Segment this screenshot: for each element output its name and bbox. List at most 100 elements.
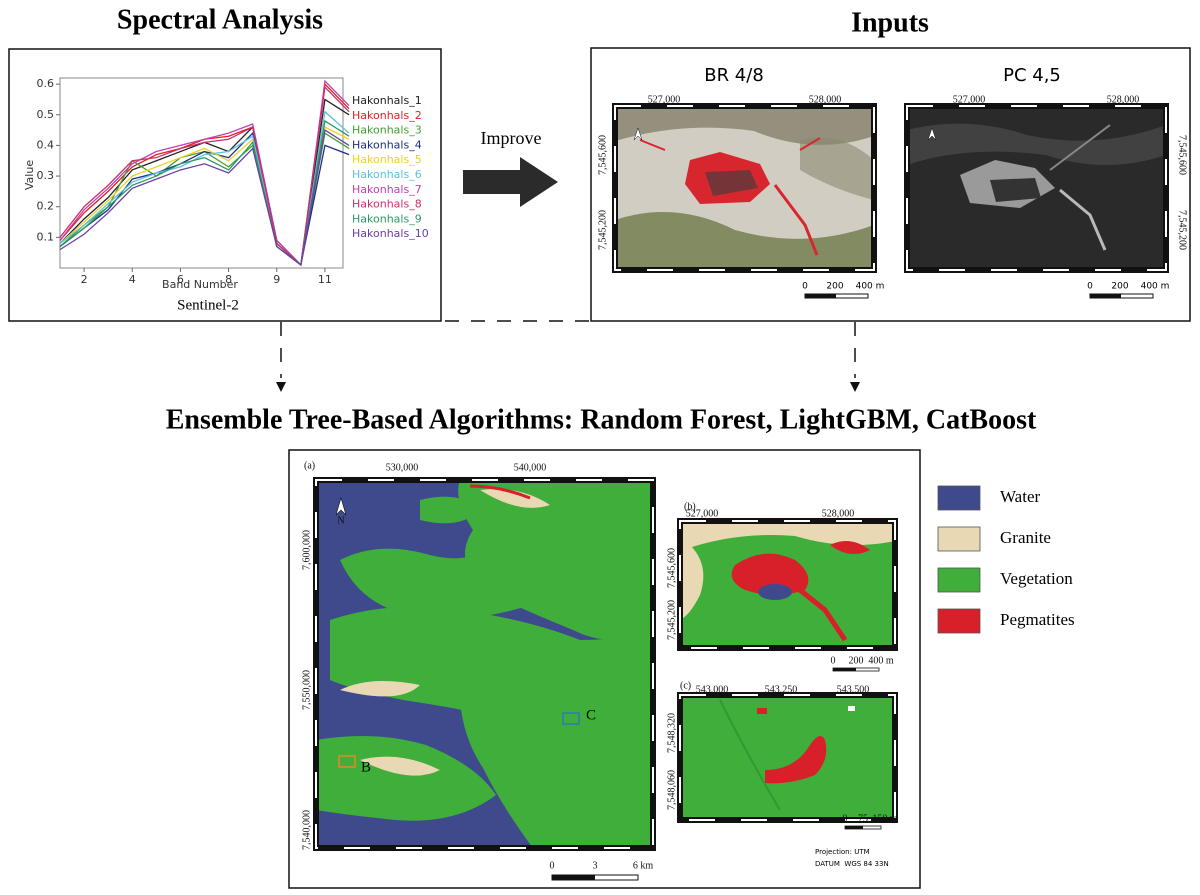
- y-tick-label: 7,548,060: [666, 770, 677, 810]
- x-tick-label: 528,000: [822, 508, 855, 519]
- x-tick-label: 543,250: [765, 684, 798, 695]
- scale-label: 200: [849, 655, 864, 666]
- legend-label: Hakonhals_4: [352, 138, 422, 151]
- map-label: (b): [684, 501, 696, 512]
- legend-label: Water: [1000, 487, 1040, 506]
- x-tick-label: 6: [177, 273, 184, 286]
- legend-label: Hakonhals_9: [352, 212, 422, 225]
- y-tick-label: 0.1: [37, 230, 55, 243]
- legend: Water Granite Vegetation Pegmatites: [937, 485, 1075, 634]
- legend-label: Hakonhals_2: [352, 109, 422, 122]
- scale-label: 0: [550, 860, 555, 871]
- x-tick-label: 528,000: [1107, 94, 1140, 105]
- scale-label: 0: [843, 813, 848, 824]
- inset-box: [562, 712, 580, 725]
- map-label: (a): [304, 460, 315, 471]
- y-tick-label: 0.6: [37, 77, 55, 90]
- caption: Sentinel-2: [177, 297, 239, 313]
- connector: [280, 320, 856, 378]
- x-tick-label: 2: [81, 273, 88, 286]
- datum: DATUM WGS 84 33N: [815, 860, 889, 868]
- y-tick-label: 0.4: [37, 138, 55, 151]
- scale-bar: [805, 294, 836, 298]
- legend-label: Hakonhals_10: [352, 227, 429, 240]
- legend-swatch: [937, 526, 981, 552]
- legend-label: Hakonhals_8: [352, 198, 422, 211]
- scale-label: 200: [1111, 282, 1128, 292]
- y-tick-label: 7,600,000: [301, 530, 312, 570]
- legend-swatch: [937, 567, 981, 593]
- arrow-label: Improve: [481, 128, 542, 148]
- map-title: BR 4/8: [704, 65, 764, 86]
- north-arrow: [633, 127, 643, 141]
- scale-label: 6 km: [633, 860, 654, 871]
- y-tick-label: 7,545,200: [597, 210, 608, 250]
- x-tick-label: 543,500: [837, 684, 870, 695]
- y-tick-label: 7,548,320: [666, 713, 677, 753]
- legend-label: Hakonhals_5: [352, 153, 422, 166]
- y-tick-label: 7,545,200: [666, 600, 677, 640]
- x-axis-label: Band Number: [162, 278, 238, 291]
- x-tick-label: 8: [225, 273, 232, 286]
- x-tick-label: 527,000: [648, 94, 681, 105]
- arrowhead: [850, 382, 860, 392]
- y-tick-label: 7,545,600: [666, 548, 677, 588]
- y-axis-label: Value: [23, 160, 36, 190]
- classified-map: [316, 480, 653, 848]
- inset-marker: B: [361, 759, 371, 775]
- legend-swatch: [937, 485, 981, 511]
- x-tick-label: 528,000: [809, 94, 842, 105]
- x-tick-label: 527,000: [953, 94, 986, 105]
- classified-map: [680, 695, 895, 820]
- y-tick-label: 7,550,000: [301, 670, 312, 710]
- y-tick-label: 0.3: [37, 169, 55, 182]
- map-frame: [315, 479, 654, 849]
- scale-label: 400 m: [1141, 282, 1170, 292]
- scale-bar: [1090, 294, 1121, 298]
- x-tick-label: 540,000: [514, 462, 547, 473]
- scale-bar: [845, 826, 863, 829]
- y-tick-label: 7,545,600: [1177, 135, 1188, 175]
- north-label: N: [337, 515, 344, 526]
- map-label: (c): [680, 680, 691, 691]
- y-tick-label: 7,545,200: [1177, 210, 1188, 250]
- series-line: [59, 129, 350, 267]
- map-frame: [679, 520, 896, 649]
- legend-swatch: [937, 608, 981, 634]
- scale-label: 400 m: [868, 655, 894, 666]
- map-frame: [906, 105, 1167, 271]
- y-tick-label: 7,545,600: [597, 135, 608, 175]
- scale-label: 0: [802, 282, 808, 292]
- x-tick-label: 527,000: [686, 508, 719, 519]
- legend-label: Hakonhals_1: [352, 94, 422, 107]
- inset-box: [338, 755, 356, 768]
- north-arrow: [927, 127, 937, 141]
- scale-label: 200: [826, 282, 843, 292]
- scale-label: 0: [1087, 282, 1093, 292]
- legend-label: Pegmatites: [1000, 610, 1075, 629]
- map-image: [615, 106, 874, 270]
- plot-area: [59, 77, 344, 269]
- section-title: Ensemble Tree-Based Algorithms: Random F…: [166, 404, 1037, 435]
- legend-label: Hakonhals_3: [352, 124, 422, 137]
- y-tick-label: 0.2: [37, 200, 55, 213]
- scale-bar: [833, 668, 856, 671]
- legend-label: Hakonhals_6: [352, 168, 422, 181]
- legend-label: Granite: [1000, 528, 1051, 547]
- scale-label: 0: [831, 655, 836, 666]
- map-title: PC 4,5: [1003, 65, 1061, 86]
- projection: Projection: UTM: [815, 848, 870, 856]
- map-frame: [614, 105, 875, 271]
- arrowhead: [276, 382, 286, 392]
- line-chart: 0.1 0.2 0.3 0.4 0.5 0.6 2 4 6 8 9 11 Hakonhals_1 Hako…: [37, 77, 429, 286]
- scale-label: 150 m: [872, 813, 898, 824]
- x-tick-label: 543,000: [696, 684, 729, 695]
- x-tick-label: 4: [129, 273, 136, 286]
- inset-marker: C: [586, 707, 596, 723]
- classified-map: [680, 521, 895, 648]
- scale-bar: [552, 875, 595, 880]
- map-image: [907, 106, 1166, 270]
- arrow: [463, 157, 558, 207]
- map-frame: [679, 694, 896, 821]
